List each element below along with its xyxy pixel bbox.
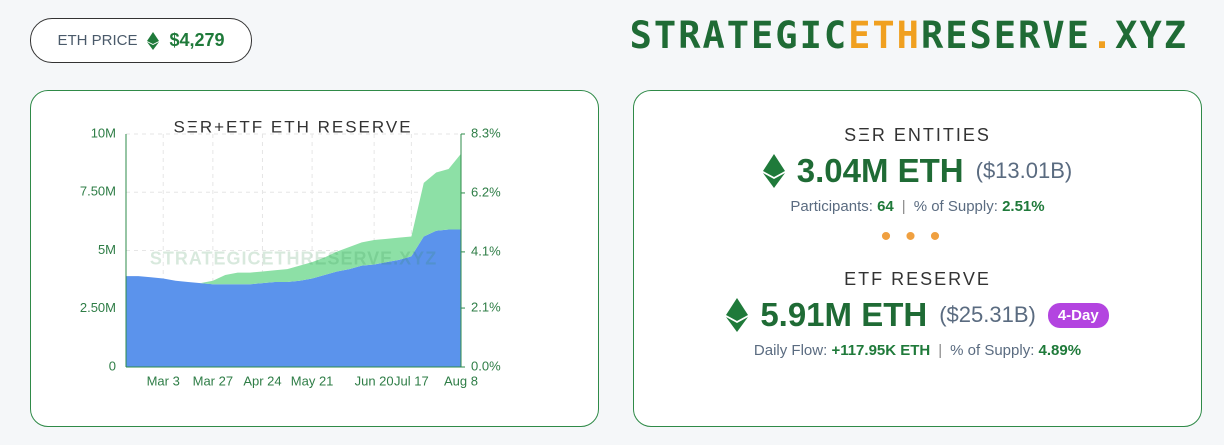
x-tick-label: Mar 27 <box>193 373 233 388</box>
x-tick-label: Apr 24 <box>243 373 281 388</box>
x-tick-label: Aug 8 <box>444 373 478 388</box>
etf-amount: 5.91M ETH <box>760 296 928 333</box>
y2-tick-label: 0.0% <box>471 358 501 373</box>
y2-tick-label: 2.1% <box>471 299 501 314</box>
price-label: ETH PRICE <box>57 32 138 49</box>
ser-amount-row: 3.04M ETH ($13.01B) <box>634 152 1201 190</box>
x-tick-label: Jul 17 <box>394 373 429 388</box>
logo-part: XYZ <box>1115 14 1188 57</box>
value: 2.51% <box>1002 198 1045 215</box>
chart-card: SΞR+ETF ETH RESERVE 0 2.50M 5M 7.50M 10M 0.0%… <box>30 90 599 427</box>
y-tick-label: 5M <box>98 242 116 257</box>
x-tick-label: May 21 <box>291 373 334 388</box>
y-tick-label: 0 <box>109 358 116 373</box>
label: % of Supply: <box>913 198 998 215</box>
logo-part: STRATEGIC <box>629 14 849 57</box>
eth-icon <box>726 298 749 332</box>
y-tick-label: 7.50M <box>80 184 116 199</box>
label: Participants: <box>790 198 873 215</box>
ser-amount: 3.04M ETH <box>796 152 964 189</box>
x-tick-label: Jun 20 <box>355 373 394 388</box>
y2-tick-label: 8.3% <box>471 125 501 140</box>
logo[interactable]: STRATEGICETHRESERVE.XYZ <box>630 14 1188 57</box>
stats-card: SΞR ENTITIES 3.04M ETH ($13.01B) Partici… <box>633 90 1202 427</box>
ser-title: SΞR ENTITIES <box>844 125 991 145</box>
label: Daily Flow: <box>753 342 828 359</box>
value: +117.95K ETH <box>831 342 931 359</box>
logo-part: RESERVE <box>920 14 1091 57</box>
ser-usd: ($13.01B) <box>975 158 1073 183</box>
value: 64 <box>877 198 894 215</box>
ser-details: Participants: 64 |% of Supply: 2.51% <box>790 198 1045 215</box>
y2-tick-label: 4.1% <box>471 243 501 258</box>
etf-amount-row: 5.91M ETH ($25.31B) 4-Day <box>634 296 1201 334</box>
etf-usd: ($25.31B) <box>939 302 1036 327</box>
value: 4.89% <box>1038 342 1082 359</box>
etf-title: ETF RESERVE <box>844 269 991 289</box>
y-tick-label: 10M <box>91 125 116 140</box>
etf-details: Daily Flow: +117.95K ETH |% of Supply: 4.… <box>753 342 1082 359</box>
label: % of Supply: <box>950 342 1035 359</box>
eth-price: ETH PRICE $4,279 <box>30 18 252 63</box>
logo-part: ETH <box>848 14 921 57</box>
logo-part: . <box>1090 14 1116 57</box>
y2-tick-label: 6.2% <box>471 184 501 199</box>
separator-dots: ••• <box>880 220 955 253</box>
chart-title: SΞR+ETF ETH RESERVE <box>173 117 412 136</box>
area <box>126 229 461 367</box>
price-value: $4,279 <box>169 30 225 50</box>
y-tick-label: 2.50M <box>80 300 116 315</box>
chart: SΞR+ETF ETH RESERVE 0 2.50M 5M 7.50M 10M 0.0%… <box>80 117 501 388</box>
eth-icon <box>147 31 160 50</box>
eth-icon <box>762 154 785 188</box>
area <box>126 153 461 285</box>
period-badge[interactable]: 4-Day <box>1047 302 1109 328</box>
x-tick-label: Mar 3 <box>147 373 180 388</box>
watermark: STRATEGICETHRESERVE.XYZ <box>150 249 437 269</box>
